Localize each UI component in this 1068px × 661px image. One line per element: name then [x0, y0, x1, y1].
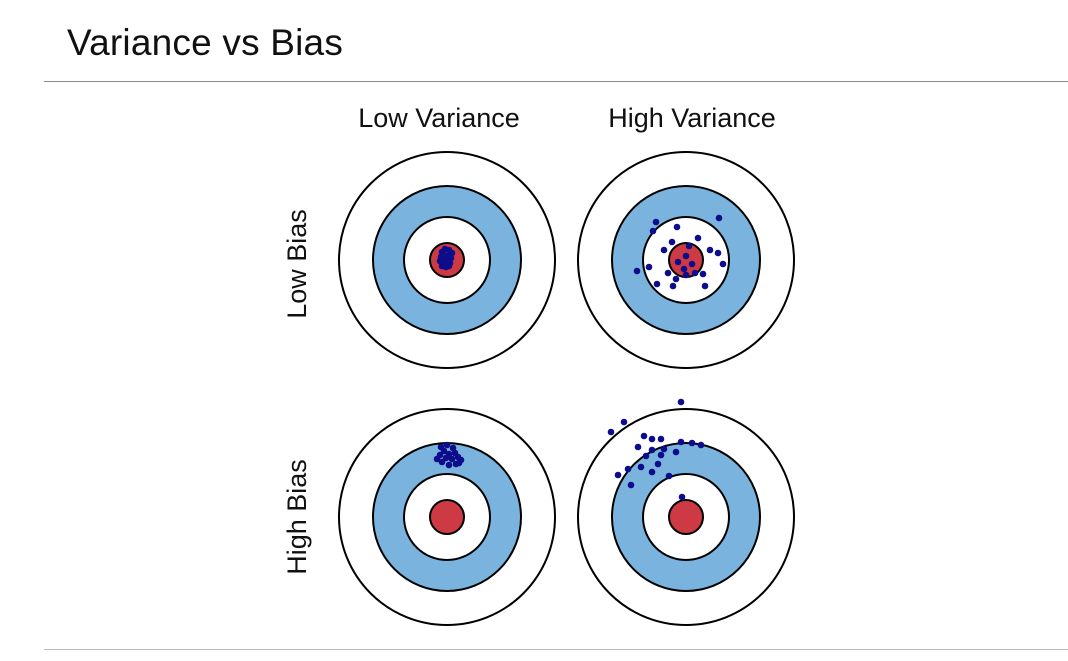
shot-point	[719, 260, 727, 268]
bullseye	[668, 499, 704, 535]
shot-point	[442, 454, 450, 462]
shot-point	[660, 445, 668, 453]
shot-point	[688, 260, 696, 268]
shot-point	[697, 441, 705, 449]
shot-point	[457, 456, 465, 464]
target-low-bias-low-variance	[338, 151, 556, 369]
shot-point	[637, 463, 645, 471]
shot-point	[682, 271, 690, 279]
target-high-bias-high-variance	[577, 398, 795, 626]
column-label-high-variance: High Variance	[608, 103, 776, 133]
shot-point	[672, 275, 680, 283]
shot-point	[620, 418, 628, 426]
shot-point	[445, 461, 453, 469]
shot-point	[443, 441, 451, 449]
shot-point	[648, 435, 656, 443]
shot-point	[672, 448, 680, 456]
shot-point	[715, 214, 723, 222]
shot-point	[449, 444, 457, 452]
target-high-bias-low-variance	[338, 408, 556, 626]
shot-point	[674, 258, 682, 266]
column-label-low-variance: Low Variance	[358, 103, 520, 133]
shot-point	[627, 481, 635, 489]
shot-point	[701, 282, 709, 290]
shot-point	[688, 439, 696, 447]
row-label-low-bias: Low Bias	[282, 209, 312, 319]
shot-point	[653, 280, 661, 288]
shot-point	[673, 223, 681, 231]
shot-point	[448, 455, 456, 463]
shot-point	[680, 265, 688, 273]
shot-point	[633, 267, 641, 275]
shot-point	[614, 471, 622, 479]
shot-point	[678, 493, 686, 501]
shot-point	[677, 398, 685, 406]
shot-point	[668, 238, 676, 246]
shot-point	[699, 270, 707, 278]
shot-point	[648, 446, 656, 454]
shot-point	[433, 455, 441, 463]
shot-point	[652, 218, 660, 226]
targets-grid	[338, 151, 795, 626]
shot-point	[642, 452, 650, 460]
shot-point	[607, 428, 615, 436]
shot-point	[438, 458, 446, 466]
shot-point	[714, 249, 722, 257]
shot-point	[691, 269, 699, 277]
target-low-bias-high-variance	[577, 151, 795, 369]
shot-point	[649, 227, 657, 235]
shot-point	[452, 460, 460, 468]
shot-point	[640, 432, 648, 440]
title-divider	[44, 81, 1068, 82]
shot-point	[685, 242, 693, 250]
shot-point	[634, 443, 642, 451]
shot-point	[660, 246, 668, 254]
shot-point	[706, 246, 714, 254]
slide-title: Variance vs Bias	[67, 22, 344, 63]
footer-divider	[44, 649, 1068, 650]
row-label-high-bias: High Bias	[282, 459, 312, 575]
bullseye	[429, 499, 465, 535]
shot-point	[654, 460, 662, 468]
shot-point	[648, 468, 656, 476]
shot-point	[645, 263, 653, 271]
shot-point	[445, 262, 453, 270]
shot-point	[677, 438, 685, 446]
shot-point	[664, 269, 672, 277]
shot-point	[657, 435, 665, 443]
shot-point	[657, 451, 665, 459]
shot-point	[665, 472, 673, 480]
shot-point	[669, 282, 677, 290]
shot-point	[440, 447, 448, 455]
shot-point	[682, 252, 690, 260]
shot-point	[624, 465, 632, 473]
shot-point	[694, 234, 702, 242]
shot-point	[440, 255, 448, 263]
